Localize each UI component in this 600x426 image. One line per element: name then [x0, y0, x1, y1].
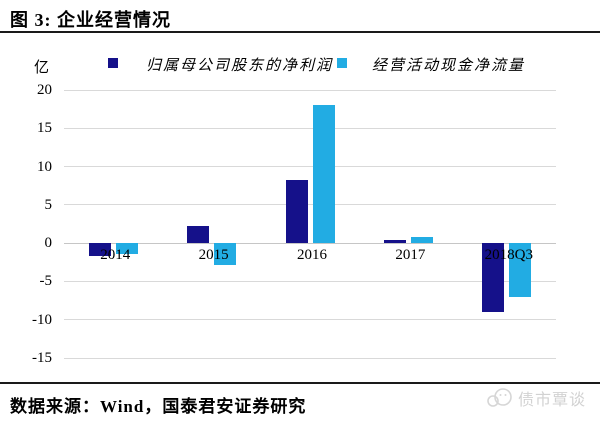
y-tick-label: 5 [44, 196, 53, 213]
bar-net-profit [285, 179, 308, 244]
legend-swatch-cash-flow [337, 58, 347, 68]
chat-bubbles-icon [487, 387, 514, 409]
gridline [64, 166, 556, 168]
gridline [64, 89, 556, 91]
y-tick-label: 20 [37, 82, 52, 98]
x-axis-label: 2018Q3 [484, 247, 533, 264]
legend-label-net-profit: 归属母公司股东的净利润 [146, 58, 334, 74]
watermark-text: 债市覃谈 [518, 392, 587, 409]
y-tick-label: 0 [44, 235, 53, 252]
bar-net-profit [482, 243, 505, 313]
x-axis-label: 2017 [395, 247, 426, 264]
gridline [64, 357, 556, 359]
y-axis-unit-label: 亿 [34, 60, 50, 76]
plot-area: 2014 2015 2016 2017 2018Q3 [64, 89, 556, 359]
bar-cash-flow [312, 105, 335, 244]
gridline [64, 127, 556, 129]
bar-net-profit [187, 226, 210, 244]
figure-title: 图 3: 企业经营情况 [10, 10, 171, 30]
bar-net-profit [383, 240, 406, 244]
y-tick-label: -10 [32, 311, 52, 328]
bar-cash-flow [214, 243, 237, 265]
bar-cash-flow [410, 237, 433, 244]
title-divider [0, 31, 600, 33]
bar-cash-flow [509, 243, 532, 297]
legend-label-cash-flow: 经营活动现金净流量 [372, 58, 526, 74]
gridline [64, 319, 556, 321]
gridline [64, 204, 556, 206]
data-source-text: 数据来源：Wind，国泰君安证券研究 [10, 397, 307, 416]
watermark: 债市覃谈 [487, 386, 586, 410]
bar-net-profit [88, 243, 111, 257]
y-tick-label: 10 [37, 158, 52, 175]
gridline [64, 280, 556, 282]
legend-swatch-net-profit [108, 58, 118, 68]
x-axis-label: 2015 [198, 247, 229, 264]
y-tick-label: -5 [39, 273, 53, 290]
y-tick-label: -15 [32, 350, 52, 366]
gridline [64, 242, 556, 244]
y-tick-label: 15 [37, 120, 52, 137]
x-axis-label: 2014 [100, 247, 131, 264]
footer-divider [0, 382, 600, 384]
x-axis-label: 2016 [297, 247, 327, 264]
bar-cash-flow [115, 243, 138, 254]
chart-legend: 归属母公司股东的净利润 经营活动现金净流量 [0, 54, 600, 74]
